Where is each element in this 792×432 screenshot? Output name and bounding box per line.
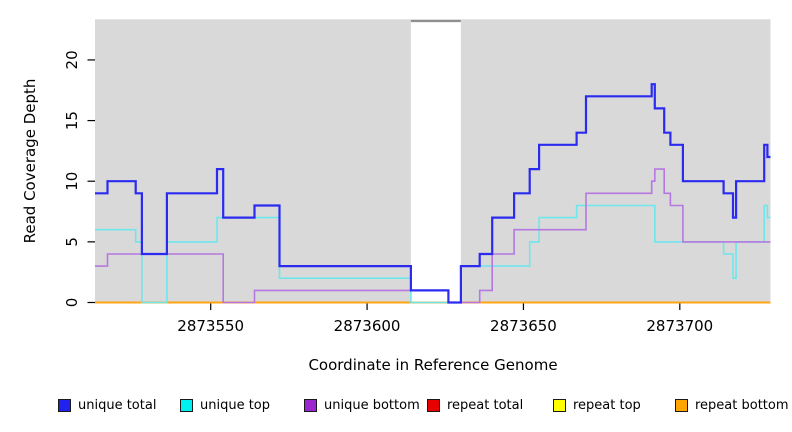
- series-unique-top-line: [95, 204, 771, 304]
- legend-label: unique total: [78, 397, 157, 413]
- y-axis-tick-label: 0: [63, 298, 81, 308]
- x-axis-tick-label: 2873600: [334, 317, 401, 335]
- series-unique-bottom-line: [95, 168, 771, 304]
- y-axis-title: Read Coverage Depth: [21, 78, 39, 244]
- coverage-gap-region: [410, 19, 461, 304]
- y-axis-tick-label: 20: [63, 50, 81, 69]
- legend-item-repeat-total: repeat total: [427, 397, 523, 413]
- legend-swatch-icon: [180, 398, 193, 412]
- legend-swatch-icon: [58, 398, 71, 412]
- series-unique-total-line: [95, 83, 771, 304]
- legend-item-unique-bottom: unique bottom: [304, 397, 420, 413]
- legend-label: unique top: [200, 397, 271, 413]
- legend-swatch-icon: [427, 398, 440, 412]
- legend-label: repeat bottom: [695, 397, 789, 413]
- legend-swatch-icon: [675, 398, 688, 412]
- x-axis-title: Coordinate in Reference Genome: [308, 356, 558, 374]
- legend-item-unique-total: unique total: [58, 397, 156, 413]
- legend-label: unique bottom: [324, 397, 420, 413]
- legend-swatch-icon: [304, 398, 317, 412]
- legend-label: repeat top: [573, 397, 641, 413]
- legend-item-repeat-top: repeat top: [553, 397, 641, 413]
- x-axis-tick-label: 2873550: [177, 317, 244, 335]
- legend-label: repeat total: [447, 397, 524, 413]
- y-axis-tick-label: 15: [63, 111, 81, 130]
- x-axis-tick-label: 2873650: [490, 317, 557, 335]
- y-axis-tick-label: 5: [63, 237, 81, 247]
- legend-item-unique-top: unique top: [180, 397, 270, 413]
- x-axis-tick-label: 2873700: [646, 317, 713, 335]
- legend-item-repeat-bottom: repeat bottom: [675, 397, 789, 413]
- y-axis-tick-label: 10: [63, 172, 81, 191]
- legend-swatch-icon: [553, 398, 566, 412]
